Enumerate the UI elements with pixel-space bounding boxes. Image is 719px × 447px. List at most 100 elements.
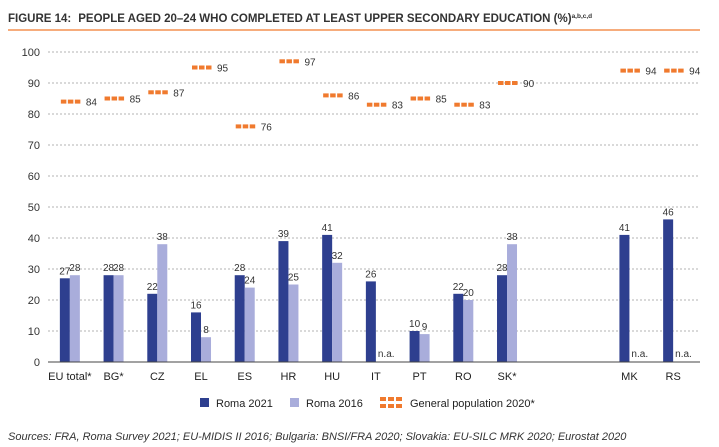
marker-general-population-hu <box>323 93 343 98</box>
marker-segment <box>60 99 67 104</box>
marker-segment <box>111 96 118 101</box>
data-label-roma-2021-el: 16 <box>190 300 202 311</box>
y-tick-label-20: 20 <box>28 295 40 307</box>
data-label-general-population-bg: 85 <box>130 95 142 106</box>
marker-segment <box>155 90 161 95</box>
marker-segment <box>424 96 431 101</box>
marker-general-population-ro <box>454 102 474 107</box>
data-label-roma-2021-hu: 41 <box>322 223 334 234</box>
marker-segment <box>162 90 168 95</box>
x-axis-categories: EU total* BG* CZ EL ES HR HU IT PT RO SK* MK RS <box>48 371 681 383</box>
data-label-roma-2021-rs: 46 <box>663 207 675 218</box>
marker-general-population-pt <box>410 96 431 101</box>
na-label-mk: n.a. <box>631 349 648 360</box>
bar-roma-2021-it <box>365 281 376 362</box>
category-label-mk: MK <box>621 371 638 383</box>
marker-segment <box>199 65 205 70</box>
data-label-roma-2016-eu-total: 28 <box>69 263 81 274</box>
marker-segment <box>330 93 336 98</box>
marker-segment <box>380 102 387 107</box>
bar-roma-2021-ro <box>453 293 464 362</box>
marker-segment <box>498 81 504 85</box>
data-label-general-population-pt: 85 <box>436 95 448 106</box>
bar-roma-2021-bg <box>103 275 114 362</box>
y-tick-label-100: 100 <box>22 47 40 59</box>
category-label-el: EL <box>194 371 207 383</box>
marker-segment <box>323 93 329 98</box>
y-tick-label-0: 0 <box>34 357 40 369</box>
marker-general-population-cz <box>148 90 168 95</box>
na-label-it: n.a. <box>378 349 395 360</box>
marker-segment <box>512 81 518 85</box>
category-label-hu: HU <box>324 371 340 383</box>
legend-swatch-roma-2021 <box>200 398 209 407</box>
figure-title-superscript: a,b,c,d <box>572 13 593 20</box>
marker-general-population-mk <box>620 68 640 73</box>
data-label-general-population-it: 83 <box>392 101 404 112</box>
category-label-rs: RS <box>666 371 681 383</box>
marker-segment <box>118 96 125 101</box>
data-label-roma-2016-hu: 32 <box>332 251 344 262</box>
legend-label-roma-2021: Roma 2021 <box>216 398 273 410</box>
data-label-general-population-eu-total: 84 <box>86 98 98 109</box>
bar-roma-2016-hu <box>332 262 343 362</box>
bar-roma-2021-el <box>191 312 202 362</box>
y-tick-label-80: 80 <box>28 109 40 121</box>
marker-segment <box>468 102 474 107</box>
data-label-general-population-el: 95 <box>217 64 229 75</box>
legend-label-general-population: General population 2020* <box>410 398 535 410</box>
marker-general-population-eu-total <box>60 99 81 104</box>
marker-general-population-it <box>366 102 387 107</box>
marker-segment <box>678 68 684 73</box>
na-label-rs: n.a. <box>675 349 692 360</box>
data-label-general-population-es: 76 <box>261 122 273 133</box>
data-label-roma-2021-bg: 28 <box>103 263 115 274</box>
bar-roma-2021-cz <box>147 293 158 362</box>
data-label-roma-2016-pt: 9 <box>422 322 428 333</box>
data-label-roma-2016-sk: 38 <box>506 232 518 243</box>
bar-roma-2016-bg <box>113 275 124 362</box>
y-axis-ticks: 0 10 20 30 40 50 60 70 80 90 100 <box>22 47 40 369</box>
marker-segment <box>279 59 285 64</box>
marker-segment <box>454 102 460 107</box>
bar-roma-2016-el <box>201 337 212 362</box>
marker-general-population-es <box>235 124 256 129</box>
legend-label-roma-2016: Roma 2016 <box>306 398 363 410</box>
source-note: Sources: FRA, Roma Survey 2021; EU-MIDIS… <box>8 431 627 443</box>
legend-swatch-general-population <box>380 397 402 408</box>
bar-roma-2016-pt <box>419 334 430 362</box>
data-label-general-population-sk: 90 <box>523 79 535 90</box>
bar-roma-2021-rs <box>663 219 674 362</box>
data-label-roma-2016-el: 8 <box>203 325 209 336</box>
marker-segment <box>74 99 81 104</box>
marker-segment <box>337 93 343 98</box>
bar-roma-2021-hu <box>322 234 333 362</box>
data-label-general-population-cz: 87 <box>173 88 185 99</box>
category-label-sk: SK* <box>498 371 518 383</box>
data-label-roma-2021-sk: 28 <box>496 263 508 274</box>
data-label-roma-2021-ro: 22 <box>453 282 465 293</box>
category-label-bg: BG* <box>103 371 124 383</box>
legend-swatch-roma-2016 <box>290 398 299 407</box>
marker-segment <box>671 68 677 73</box>
legend: Roma 2021 Roma 2016 General population 2… <box>200 397 535 410</box>
general-population-markers <box>60 59 684 129</box>
data-label-general-population-rs: 94 <box>689 67 701 78</box>
bar-roma-2021-eu-total <box>59 278 70 362</box>
marker-segment <box>242 124 249 129</box>
marker-segment <box>192 65 198 70</box>
category-label-es: ES <box>237 371 252 383</box>
marker-segment <box>373 102 380 107</box>
marker-segment <box>664 68 670 73</box>
data-label-roma-2021-pt: 10 <box>409 319 421 330</box>
category-label-cz: CZ <box>150 371 165 383</box>
marker-general-population-el <box>192 65 212 70</box>
data-label-roma-2016-ro: 20 <box>463 288 475 299</box>
data-label-roma-2021-mk: 41 <box>619 223 631 234</box>
y-tick-label-60: 60 <box>28 171 40 183</box>
bar-roma-2021-sk <box>497 275 508 362</box>
bar-roma-2016-eu-total <box>69 275 80 362</box>
bar-roma-2021-mk <box>619 234 630 362</box>
marker-segment <box>627 68 633 73</box>
